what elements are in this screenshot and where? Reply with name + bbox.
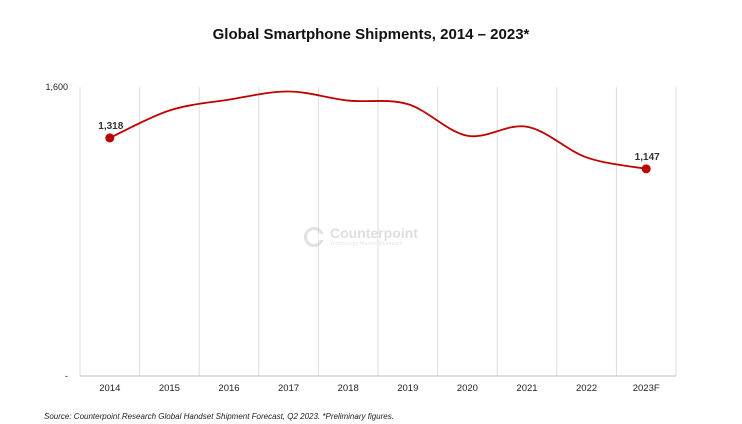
counterpoint-logo-icon	[304, 226, 324, 247]
series-layer	[105, 90, 651, 174]
x-tick-label-2015: 2015	[159, 383, 180, 394]
x-tick-label-2019: 2019	[397, 383, 418, 394]
chart-title: Global Smartphone Shipments, 2014 – 2023…	[212, 26, 530, 43]
axes: 2014 2015 2016 2017 2018 2019 2020 2021 2022 2023…	[45, 82, 676, 394]
x-tick-label-2014: 2014	[99, 383, 120, 394]
x-tick-label-2020: 2020	[457, 383, 478, 394]
data-label-2023F: 1,147	[635, 152, 660, 163]
x-tick-label-2023F: 2023F	[633, 383, 660, 394]
labels: 1,318 1,147	[98, 121, 660, 163]
y-tick-label-1600: 1,600	[45, 82, 68, 92]
watermark-tagline: Technology Market Research	[330, 241, 403, 247]
watermark-name: Counterpoint	[330, 225, 418, 241]
data-point-2023F	[641, 164, 651, 174]
data-point-2014	[105, 133, 115, 143]
x-tick-label-2021: 2021	[516, 383, 537, 394]
source-note: Source: Counterpoint Research Global Han…	[44, 412, 394, 421]
y-tick-label-0: -	[65, 371, 68, 381]
counterpoint-watermark: Counterpoint Technology Market Research	[304, 226, 418, 247]
x-tick-label-2022: 2022	[576, 383, 597, 394]
series-line-0	[109, 90, 647, 170]
data-label-2014: 1,318	[98, 121, 123, 132]
x-tick-label-2016: 2016	[218, 383, 239, 394]
gridlines	[79, 87, 677, 376]
x-tick-label-2018: 2018	[338, 383, 359, 394]
x-tick-label-2017: 2017	[278, 383, 299, 394]
